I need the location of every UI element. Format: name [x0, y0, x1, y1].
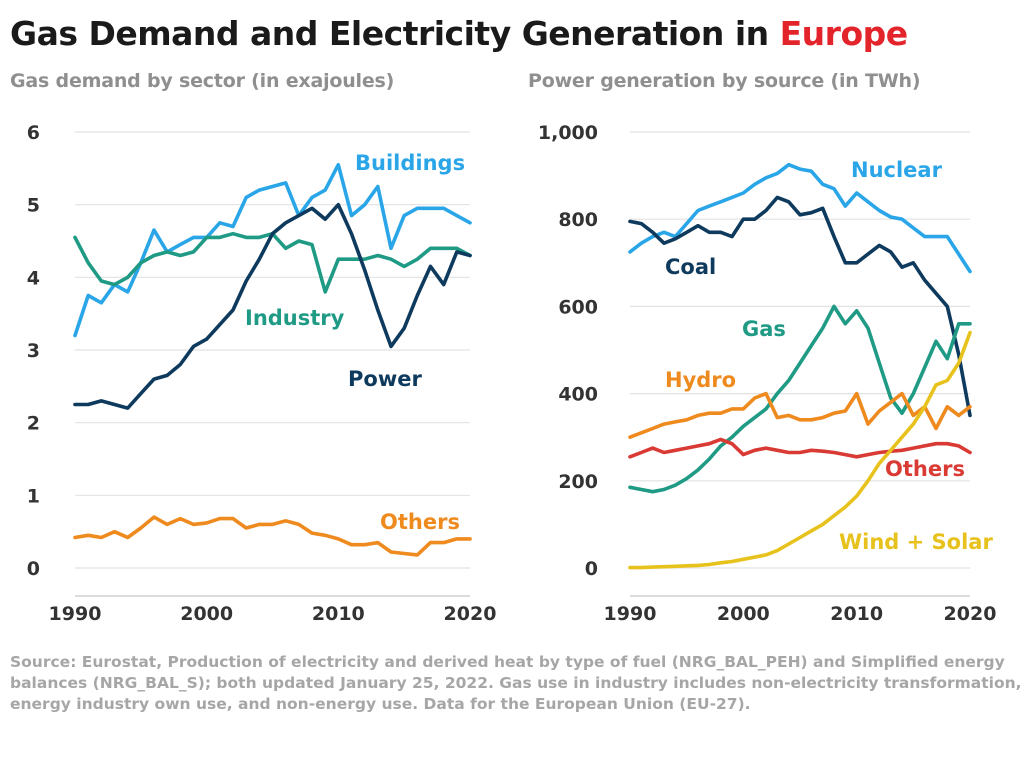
axis-layer: 0 1 2 3 4 5 6 1990 2000 2010 2020 0 200 400 600 800 1,00…: [27, 122, 997, 625]
right-series-line-hydro: [628, 391, 972, 440]
right-x-tick-label: 2010: [830, 603, 883, 625]
left-series-label-others: Others: [380, 510, 460, 534]
right-series-line-wind-solar: [628, 330, 972, 570]
left-y-tick-label: 3: [27, 340, 40, 362]
chart-title: Gas Demand and Electricity Generation in…: [10, 14, 908, 53]
source-note: Source: Eurostat, Production of electric…: [10, 653, 1022, 713]
right-series-label-coal: Coal: [665, 255, 716, 279]
right-series-label-hydro: Hydro: [665, 368, 736, 392]
title-main: Gas Demand and Electricity Generation in: [10, 14, 769, 53]
grid-layer: [75, 131, 970, 569]
left-x-tick-label: 1990: [49, 603, 102, 625]
left-y-tick-label: 1: [27, 485, 40, 507]
right-y-tick-label: 200: [558, 471, 598, 493]
line-layer: [73, 162, 972, 570]
right-series-label-gas: Gas: [742, 317, 786, 341]
left-x-tick-label: 2010: [312, 603, 365, 625]
right-series-line-gas: [628, 304, 972, 494]
right-series-label-nuclear: Nuclear: [851, 158, 943, 182]
title-highlight: Europe: [779, 14, 909, 53]
right-y-tick-label: 400: [558, 384, 598, 406]
right-series-label-others: Others: [885, 457, 965, 481]
left-series-label-buildings: Buildings: [355, 151, 465, 175]
left-series-label-industry: Industry: [245, 306, 345, 330]
right-series-line-nuclear: [628, 162, 972, 274]
left-y-tick-label: 5: [27, 195, 40, 217]
left-x-tick-label: 2020: [444, 603, 497, 625]
right-series-line-others: [628, 437, 972, 459]
label-layer: Buildings Industry Power Others Nuclear Coal G…: [245, 151, 993, 554]
right-x-tick-label: 2020: [944, 603, 997, 625]
right-y-tick-label: 0: [585, 558, 598, 580]
right-x-tick-label: 1990: [604, 603, 657, 625]
right-series-label-wind-solar: Wind + Solar: [839, 530, 993, 554]
left-y-tick-label: 6: [27, 122, 40, 144]
right-y-tick-label: 1,000: [538, 122, 598, 144]
right-chart-subtitle: Power generation by source (in TWh): [528, 70, 921, 92]
left-series-label-power: Power: [348, 367, 422, 391]
left-x-tick-label: 2000: [180, 603, 233, 625]
left-chart-subtitle: Gas demand by sector (in exajoules): [10, 70, 395, 92]
left-y-tick-label: 0: [27, 558, 40, 580]
right-series-line-coal: [628, 195, 972, 418]
left-series-line-industry: [73, 231, 472, 294]
right-y-tick-label: 800: [558, 209, 598, 231]
left-y-tick-label: 2: [27, 413, 40, 435]
left-y-tick-label: 4: [27, 267, 40, 289]
right-x-tick-label: 2000: [717, 603, 770, 625]
left-series-line-power: [73, 202, 472, 410]
right-y-tick-label: 600: [558, 296, 598, 318]
left-series-line-others: [73, 515, 472, 557]
